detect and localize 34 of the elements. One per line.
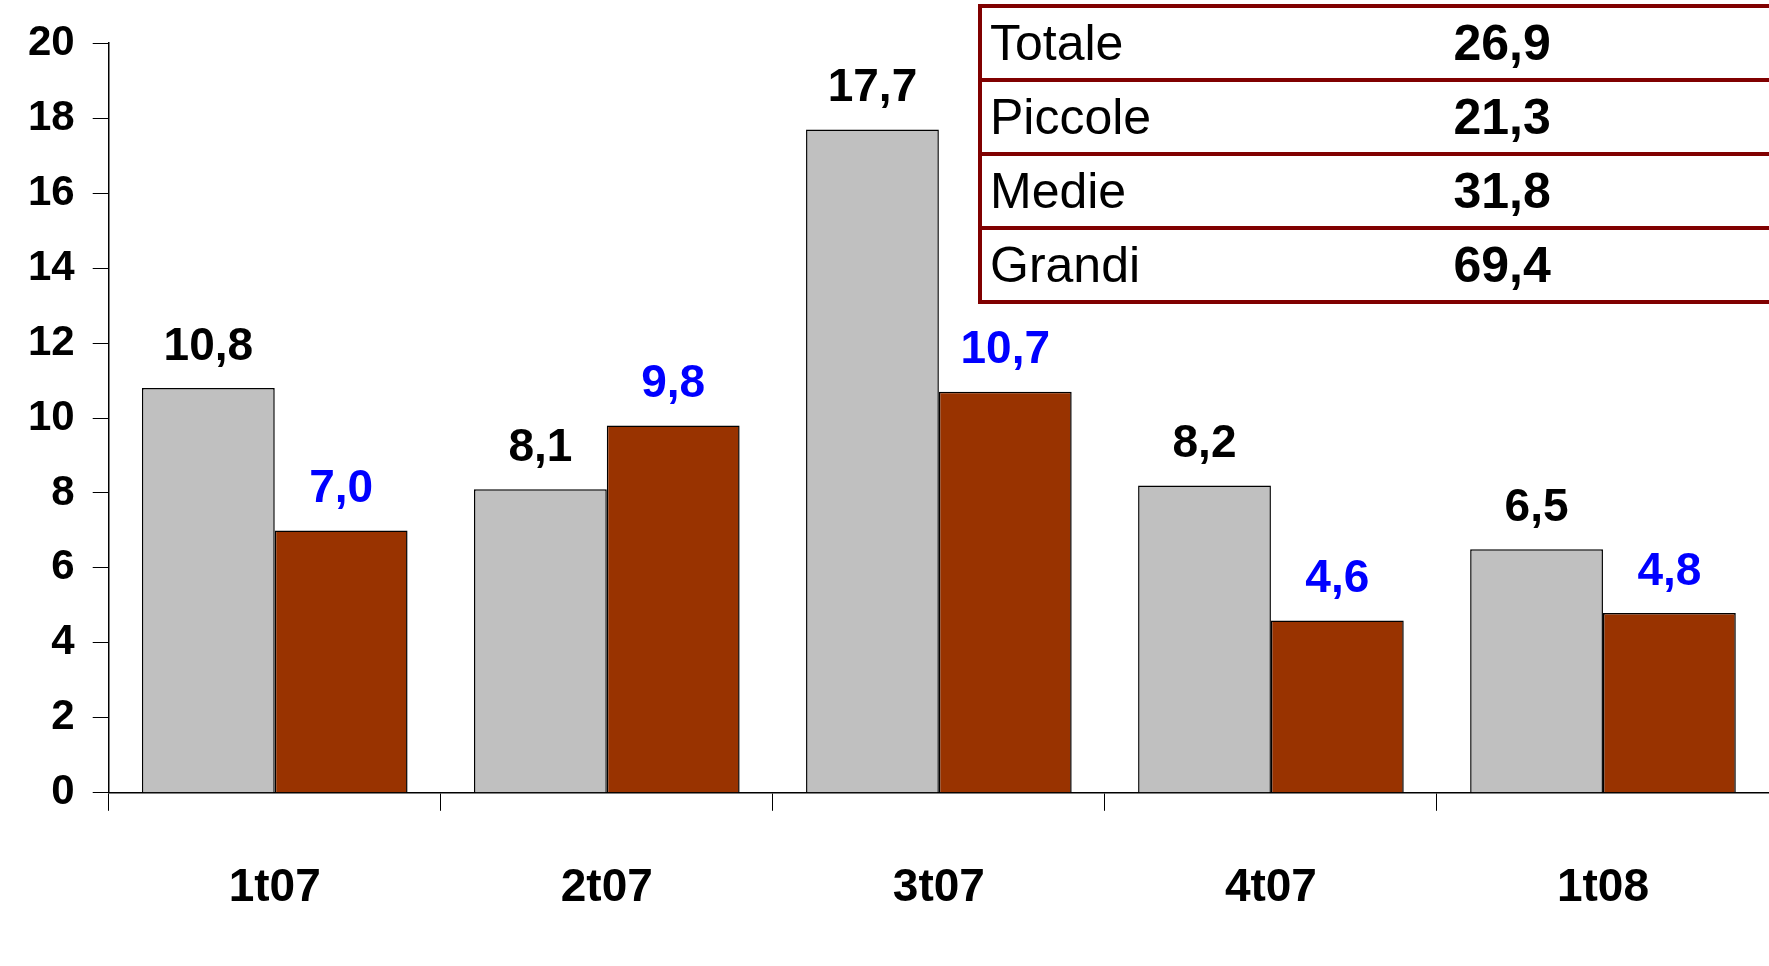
x-tick-label: 1t07 <box>228 859 321 912</box>
y-tick-label: 6 <box>51 541 75 589</box>
data-label: 4,8 <box>1637 542 1702 595</box>
annotation: Medie <box>980 154 1334 228</box>
y-tick-label: 8 <box>51 466 75 514</box>
annotation: Grandi <box>980 228 1334 302</box>
x-tick-label: 4t07 <box>1224 859 1317 912</box>
annotation: 69,4 <box>1333 228 1769 302</box>
x-tick-label: 3t07 <box>892 859 985 912</box>
data-label: 10,8 <box>163 317 254 370</box>
data-label: 4,6 <box>1305 550 1370 603</box>
y-tick-label: 16 <box>28 166 75 214</box>
y-tick-label: 12 <box>28 316 75 364</box>
y-tick-label: 0 <box>51 766 75 814</box>
y-tick-label: 20 <box>28 16 75 64</box>
data-label: 9,8 <box>641 355 706 408</box>
data-label: 10,7 <box>960 321 1051 374</box>
data-label: 8,1 <box>508 418 573 471</box>
data-label: 7,0 <box>309 460 374 513</box>
y-tick-label: 10 <box>28 391 75 439</box>
y-tick-label: 4 <box>51 616 76 664</box>
y-tick-label: 14 <box>28 241 76 289</box>
annotation: 21,3 <box>1333 80 1769 154</box>
x-tick-label: 2t07 <box>560 859 653 912</box>
annotation: Totale <box>980 6 1334 80</box>
data-label: 8,2 <box>1172 415 1237 468</box>
x-tick-label: 1t08 <box>1556 859 1650 912</box>
annotation: Piccole <box>980 80 1334 154</box>
y-tick-label: 2 <box>51 691 75 739</box>
data-label: 17,7 <box>827 59 918 112</box>
annotation: 26,9 <box>1333 6 1769 80</box>
annotation: 31,8 <box>1333 154 1769 228</box>
y-tick-label: 18 <box>28 91 75 139</box>
data-label: 6,5 <box>1504 478 1569 531</box>
